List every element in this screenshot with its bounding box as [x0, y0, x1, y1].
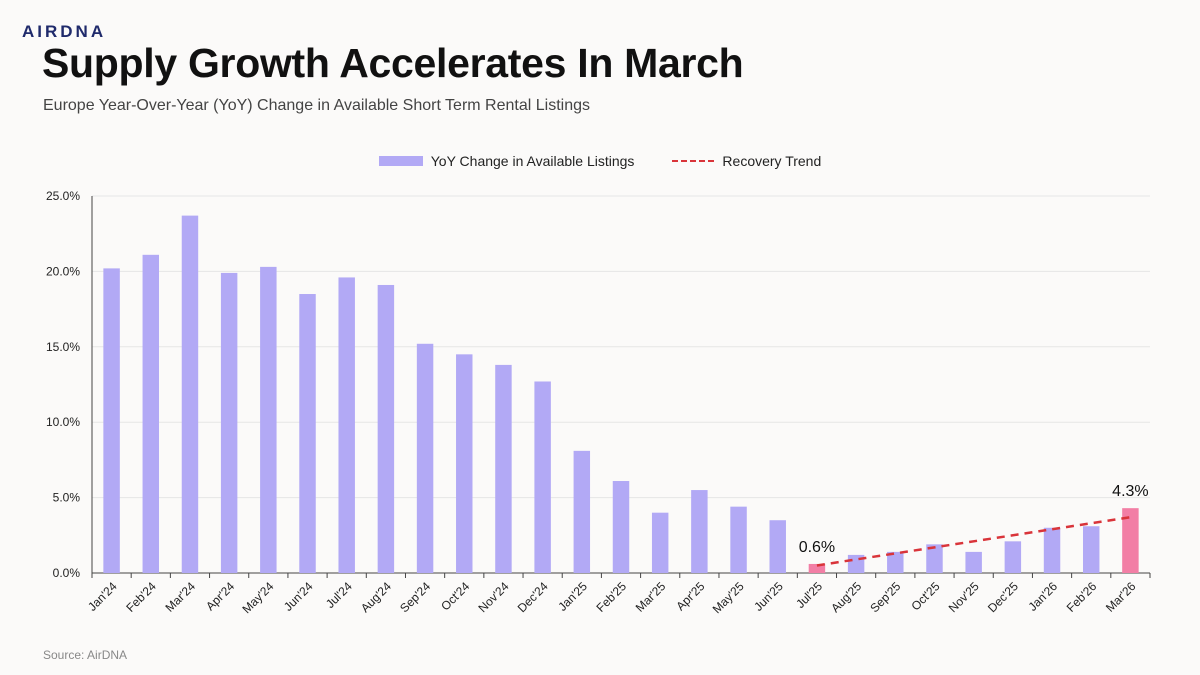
bar: [887, 551, 904, 573]
bar: [965, 551, 982, 573]
x-tick-label: Feb'24: [123, 579, 159, 615]
x-tick-label: Nov'24: [476, 579, 512, 615]
x-tick-label: Feb'26: [1064, 579, 1100, 615]
x-tick-label: Jul'24: [323, 579, 355, 611]
bar: [495, 364, 512, 573]
x-tick-label: Sep'25: [867, 579, 903, 615]
bar: [1082, 526, 1100, 573]
x-tick-label: Aug'25: [828, 579, 864, 615]
bar: [612, 481, 630, 573]
legend-trend-label: Recovery Trend: [722, 153, 822, 169]
trend-line: [816, 515, 1131, 567]
page-subtitle: Europe Year-Over-Year (YoY) Change in Av…: [43, 97, 590, 114]
y-tick-label: 0.0%: [53, 566, 81, 580]
legend-item-trend: Recovery Trend: [672, 153, 821, 169]
chart-legend: YoY Change in Available Listings Recover…: [0, 153, 1200, 169]
y-tick-label: 15.0%: [46, 340, 80, 354]
bar: [260, 266, 277, 573]
page-title: Supply Growth Accelerates In March: [42, 40, 744, 86]
x-tick-label: Jan'26: [1026, 579, 1061, 614]
y-tick-label: 5.0%: [53, 491, 81, 505]
bar: [103, 268, 120, 573]
bar: [573, 450, 591, 573]
y-tick-label: 20.0%: [46, 264, 80, 278]
x-tick-label: Mar'26: [1103, 579, 1139, 615]
x-tick-label: May'25: [710, 579, 747, 616]
bar: [338, 277, 355, 573]
x-tick-label: Jan'25: [555, 579, 590, 614]
bar: [1043, 527, 1061, 573]
x-tick-label: May'24: [239, 579, 276, 616]
bar: [456, 354, 473, 573]
bar: [377, 284, 395, 573]
bar: [1004, 541, 1022, 573]
source-note: Source: AirDNA: [43, 648, 128, 662]
bar: [416, 343, 434, 573]
y-tick-label: 25.0%: [46, 189, 80, 203]
bar: [926, 544, 943, 573]
bar: [299, 294, 316, 573]
bar: [1122, 508, 1139, 573]
x-tick-label: Apr'24: [203, 579, 237, 613]
bar: [730, 506, 747, 573]
bar: [534, 381, 551, 573]
legend-bar-swatch: [378, 156, 423, 166]
x-tick-label: Jun'24: [281, 579, 316, 614]
bar: [220, 272, 238, 573]
y-tick-label: 10.0%: [46, 415, 80, 429]
legend-item-bars: YoY Change in Available Listings: [378, 153, 635, 169]
x-tick-label: Dec'24: [515, 579, 551, 615]
bar: [651, 512, 669, 573]
x-tick-label: Jul'25: [793, 579, 825, 611]
legend-bar-label: YoY Change in Available Listings: [430, 153, 635, 169]
x-tick-label: Oct'25: [908, 579, 942, 613]
airdna-logo: AIRDNA: [22, 22, 107, 41]
x-tick-label: Mar'24: [163, 579, 199, 615]
x-tick-label: Jan'24: [85, 579, 120, 614]
bar: [142, 254, 160, 573]
x-tick-label: Dec'25: [985, 579, 1021, 615]
x-tick-label: Apr'25: [673, 579, 707, 613]
data-label: 0.6%: [799, 539, 835, 556]
x-tick-label: Aug'24: [358, 579, 394, 615]
bar: [181, 215, 199, 573]
bar: [691, 490, 708, 573]
bar: [769, 520, 786, 573]
x-tick-label: Mar'25: [633, 579, 669, 615]
data-label: 4.3%: [1112, 483, 1148, 500]
x-tick-label: Sep'24: [397, 579, 433, 615]
bar: [808, 563, 826, 573]
x-tick-label: Feb'25: [594, 579, 630, 615]
legend-trend-swatch: [672, 160, 715, 162]
x-tick-label: Oct'24: [438, 579, 472, 613]
x-tick-label: Jun'25: [751, 579, 786, 614]
x-tick-label: Nov'25: [946, 579, 982, 615]
